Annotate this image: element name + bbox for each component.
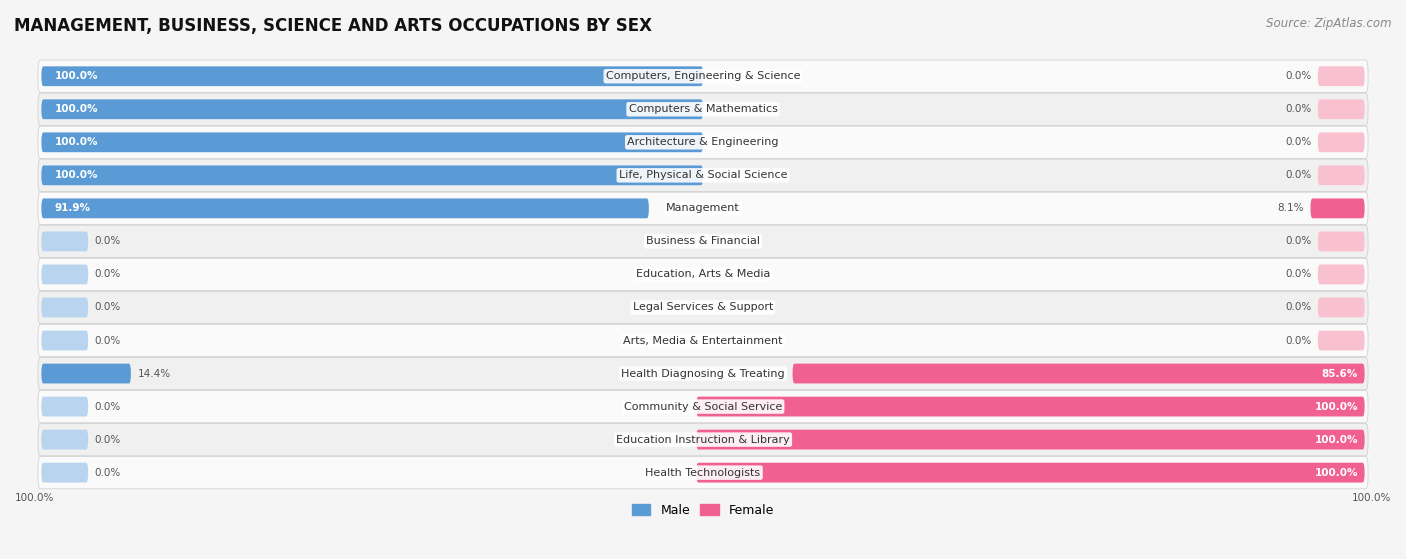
Text: 0.0%: 0.0% bbox=[1285, 269, 1312, 280]
FancyBboxPatch shape bbox=[41, 198, 648, 218]
FancyBboxPatch shape bbox=[38, 225, 1368, 258]
Text: 0.0%: 0.0% bbox=[1285, 138, 1312, 148]
FancyBboxPatch shape bbox=[41, 67, 703, 86]
Text: Computers, Engineering & Science: Computers, Engineering & Science bbox=[606, 71, 800, 81]
FancyBboxPatch shape bbox=[41, 132, 703, 152]
Text: Architecture & Engineering: Architecture & Engineering bbox=[627, 138, 779, 148]
Text: 0.0%: 0.0% bbox=[1285, 105, 1312, 114]
FancyBboxPatch shape bbox=[41, 297, 89, 318]
Text: 8.1%: 8.1% bbox=[1277, 203, 1303, 214]
FancyBboxPatch shape bbox=[41, 463, 89, 482]
FancyBboxPatch shape bbox=[41, 165, 703, 185]
Text: Community & Social Service: Community & Social Service bbox=[624, 401, 782, 411]
Text: Management: Management bbox=[666, 203, 740, 214]
Text: Computers & Mathematics: Computers & Mathematics bbox=[628, 105, 778, 114]
FancyBboxPatch shape bbox=[38, 390, 1368, 423]
FancyBboxPatch shape bbox=[41, 231, 89, 252]
Text: 100.0%: 100.0% bbox=[55, 170, 98, 181]
Text: Arts, Media & Entertainment: Arts, Media & Entertainment bbox=[623, 335, 783, 345]
FancyBboxPatch shape bbox=[696, 397, 1365, 416]
Text: Life, Physical & Social Science: Life, Physical & Social Science bbox=[619, 170, 787, 181]
Text: 0.0%: 0.0% bbox=[1285, 302, 1312, 312]
Text: Source: ZipAtlas.com: Source: ZipAtlas.com bbox=[1267, 17, 1392, 30]
FancyBboxPatch shape bbox=[1317, 100, 1365, 119]
Text: 0.0%: 0.0% bbox=[1285, 71, 1312, 81]
Text: 0.0%: 0.0% bbox=[1285, 335, 1312, 345]
Text: 100.0%: 100.0% bbox=[55, 71, 98, 81]
FancyBboxPatch shape bbox=[38, 291, 1368, 324]
FancyBboxPatch shape bbox=[41, 430, 89, 449]
FancyBboxPatch shape bbox=[38, 60, 1368, 92]
FancyBboxPatch shape bbox=[1317, 132, 1365, 152]
Text: 100.0%: 100.0% bbox=[1315, 468, 1358, 477]
Text: Legal Services & Support: Legal Services & Support bbox=[633, 302, 773, 312]
Text: 91.9%: 91.9% bbox=[55, 203, 91, 214]
FancyBboxPatch shape bbox=[793, 363, 1365, 383]
FancyBboxPatch shape bbox=[1317, 165, 1365, 185]
FancyBboxPatch shape bbox=[41, 330, 89, 350]
FancyBboxPatch shape bbox=[1317, 67, 1365, 86]
FancyBboxPatch shape bbox=[41, 264, 89, 285]
FancyBboxPatch shape bbox=[38, 423, 1368, 456]
Text: 0.0%: 0.0% bbox=[94, 468, 121, 477]
Text: Education, Arts & Media: Education, Arts & Media bbox=[636, 269, 770, 280]
Text: 0.0%: 0.0% bbox=[94, 434, 121, 444]
FancyBboxPatch shape bbox=[1310, 198, 1365, 218]
FancyBboxPatch shape bbox=[1317, 330, 1365, 350]
FancyBboxPatch shape bbox=[41, 100, 703, 119]
FancyBboxPatch shape bbox=[38, 93, 1368, 125]
Text: 0.0%: 0.0% bbox=[1285, 236, 1312, 247]
FancyBboxPatch shape bbox=[41, 363, 131, 383]
Text: 14.4%: 14.4% bbox=[138, 368, 170, 378]
Text: MANAGEMENT, BUSINESS, SCIENCE AND ARTS OCCUPATIONS BY SEX: MANAGEMENT, BUSINESS, SCIENCE AND ARTS O… bbox=[14, 17, 652, 35]
FancyBboxPatch shape bbox=[38, 357, 1368, 390]
Text: 0.0%: 0.0% bbox=[94, 269, 121, 280]
Text: Health Diagnosing & Treating: Health Diagnosing & Treating bbox=[621, 368, 785, 378]
Text: 0.0%: 0.0% bbox=[94, 401, 121, 411]
FancyBboxPatch shape bbox=[696, 430, 1365, 449]
Text: 0.0%: 0.0% bbox=[94, 236, 121, 247]
Text: 85.6%: 85.6% bbox=[1322, 368, 1358, 378]
FancyBboxPatch shape bbox=[38, 457, 1368, 489]
FancyBboxPatch shape bbox=[38, 324, 1368, 357]
Legend: Male, Female: Male, Female bbox=[627, 499, 779, 522]
FancyBboxPatch shape bbox=[38, 192, 1368, 225]
Text: 100.0%: 100.0% bbox=[55, 138, 98, 148]
FancyBboxPatch shape bbox=[38, 159, 1368, 192]
FancyBboxPatch shape bbox=[38, 126, 1368, 159]
FancyBboxPatch shape bbox=[1317, 297, 1365, 318]
Text: 100.0%: 100.0% bbox=[55, 105, 98, 114]
Text: 100.0%: 100.0% bbox=[1315, 434, 1358, 444]
Text: Health Technologists: Health Technologists bbox=[645, 468, 761, 477]
Text: 0.0%: 0.0% bbox=[94, 335, 121, 345]
FancyBboxPatch shape bbox=[1317, 231, 1365, 252]
FancyBboxPatch shape bbox=[38, 258, 1368, 291]
FancyBboxPatch shape bbox=[696, 463, 1365, 482]
FancyBboxPatch shape bbox=[41, 397, 89, 416]
Text: Education Instruction & Library: Education Instruction & Library bbox=[616, 434, 790, 444]
Text: 100.0%: 100.0% bbox=[1315, 401, 1358, 411]
Text: Business & Financial: Business & Financial bbox=[645, 236, 761, 247]
Text: 0.0%: 0.0% bbox=[94, 302, 121, 312]
FancyBboxPatch shape bbox=[1317, 264, 1365, 285]
Text: 0.0%: 0.0% bbox=[1285, 170, 1312, 181]
